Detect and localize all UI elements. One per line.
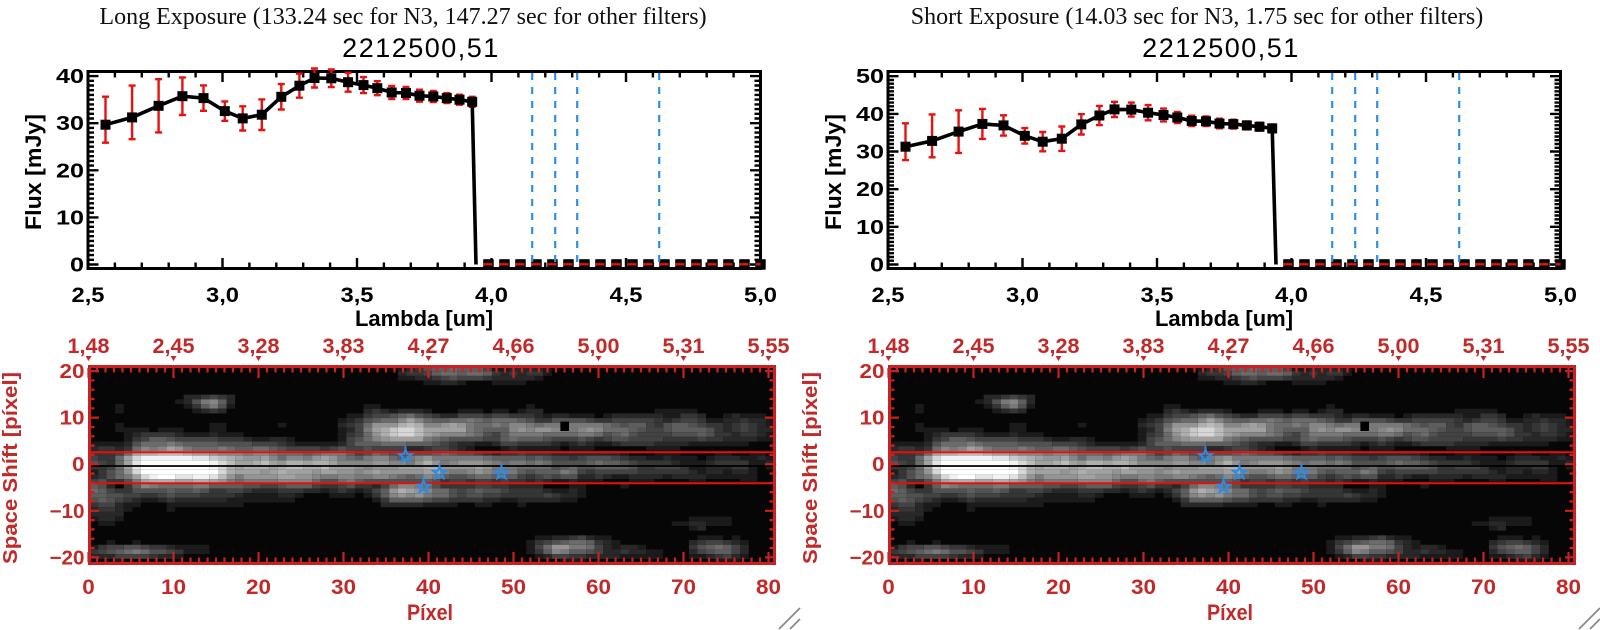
svg-text:4,0: 4,0: [1275, 284, 1308, 307]
svg-text:1,48: 1,48: [68, 335, 110, 358]
svg-text:4,27: 4,27: [408, 335, 450, 358]
svg-text:20: 20: [246, 576, 271, 599]
svg-text:50: 50: [856, 66, 884, 88]
svg-text:2212500,51: 2212500,51: [342, 33, 500, 63]
svg-text:2,5: 2,5: [872, 284, 905, 307]
svg-text:0: 0: [72, 454, 85, 476]
svg-text:0: 0: [70, 255, 84, 277]
svg-text:Flux [mJy]: Flux [mJy]: [21, 114, 46, 230]
svg-text:30: 30: [856, 142, 884, 164]
svg-text:20: 20: [60, 361, 85, 383]
svg-text:2,5: 2,5: [72, 284, 105, 307]
svg-text:3,0: 3,0: [206, 284, 239, 307]
svg-text:Lambda [um]: Lambda [um]: [355, 306, 493, 331]
svg-text:30: 30: [331, 576, 356, 599]
svg-text:−20: −20: [50, 547, 85, 569]
svg-text:2,45: 2,45: [153, 335, 195, 358]
svg-text:3,5: 3,5: [341, 284, 374, 307]
svg-text:10: 10: [856, 217, 884, 239]
svg-text:3,28: 3,28: [238, 335, 280, 358]
svg-text:Long Exposure (133.24 sec for: Long Exposure (133.24 sec for N3, 147.27…: [99, 4, 706, 30]
svg-text:40: 40: [856, 104, 884, 126]
svg-text:4,5: 4,5: [610, 284, 643, 307]
svg-text:4,0: 4,0: [475, 284, 508, 307]
svg-text:2212500,51: 2212500,51: [1142, 33, 1300, 63]
svg-text:40: 40: [416, 576, 441, 599]
svg-text:40: 40: [56, 66, 84, 88]
svg-text:5,00: 5,00: [578, 335, 620, 358]
svg-text:Space Shíft [píxel]: Space Shíft [píxel]: [0, 372, 22, 564]
svg-text:Short Exposure (14.03 sec for: Short Exposure (14.03 sec for N3, 1.75 s…: [911, 4, 1484, 30]
svg-text:70: 70: [671, 576, 696, 599]
svg-text:10: 10: [56, 207, 84, 229]
svg-text:3,83: 3,83: [323, 335, 365, 358]
svg-text:20: 20: [56, 160, 84, 182]
svg-text:0: 0: [82, 576, 95, 599]
svg-text:5,0: 5,0: [744, 284, 777, 307]
svg-text:5,55: 5,55: [748, 335, 790, 358]
svg-text:Píxel: Píxel: [407, 600, 453, 625]
svg-text:30: 30: [56, 113, 84, 135]
svg-text:80: 80: [756, 576, 781, 599]
svg-text:20: 20: [856, 179, 884, 201]
svg-text:3,0: 3,0: [1006, 284, 1039, 307]
svg-text:Flux [mJy]: Flux [mJy]: [821, 114, 846, 230]
svg-text:50: 50: [501, 576, 526, 599]
svg-text:5,31: 5,31: [663, 335, 705, 358]
svg-text:−10: −10: [50, 501, 85, 523]
svg-text:0: 0: [870, 255, 884, 277]
svg-text:3,5: 3,5: [1141, 284, 1174, 307]
svg-text:5,0: 5,0: [1544, 284, 1577, 307]
svg-text:60: 60: [586, 576, 611, 599]
svg-text:4,66: 4,66: [493, 335, 535, 358]
svg-text:10: 10: [60, 408, 85, 430]
svg-text:10: 10: [161, 576, 186, 599]
svg-text:4,5: 4,5: [1410, 284, 1443, 307]
svg-text:Lambda [um]: Lambda [um]: [1155, 306, 1293, 331]
